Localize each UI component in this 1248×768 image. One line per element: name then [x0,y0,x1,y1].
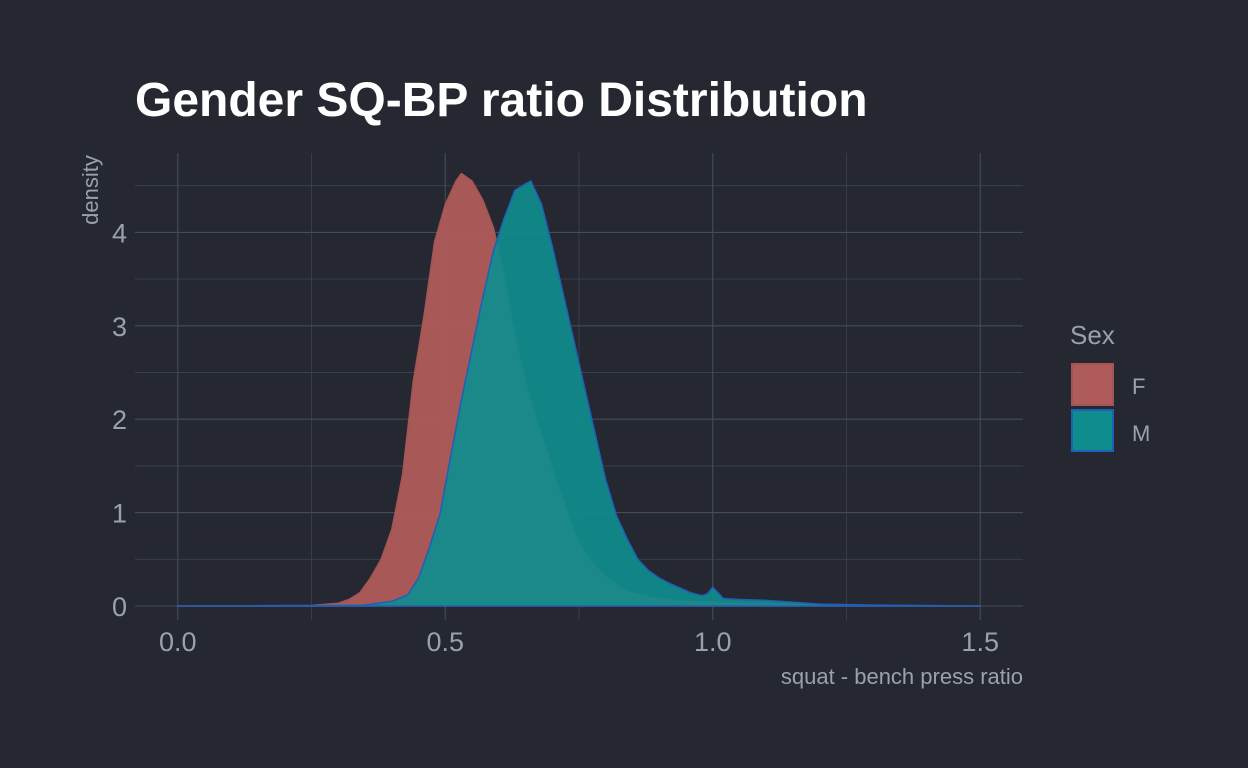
density-area-m [177,180,981,607]
x-tick-label: 1.5 [961,627,999,657]
legend-key-f [1071,363,1114,406]
y-tick-label: 4 [112,218,127,248]
legend-label-m: M [1132,421,1150,446]
x-tick-label: 0.5 [426,627,464,657]
y-axis-title: density [78,155,103,225]
chart-title: Gender SQ-BP ratio Distribution [135,74,868,127]
y-tick-label: 0 [112,592,127,622]
x-tick-label: 1.0 [694,627,732,657]
x-axis-title: squat - bench press ratio [781,664,1023,689]
legend-label-f: F [1132,374,1145,399]
y-tick-label: 2 [112,405,127,435]
density-areas [177,172,981,607]
legend-title: Sex [1070,320,1115,350]
y-tick-label: 1 [112,499,127,529]
x-axis-tick-labels: 0.0 0.5 1.0 1.5 [159,627,999,657]
legend-key-m [1071,409,1114,452]
y-axis-tick-labels: 0 1 2 3 4 [112,218,127,622]
x-tick-label: 0.0 [159,627,197,657]
legend: Sex F M [1070,320,1150,452]
y-tick-label: 3 [112,312,127,342]
